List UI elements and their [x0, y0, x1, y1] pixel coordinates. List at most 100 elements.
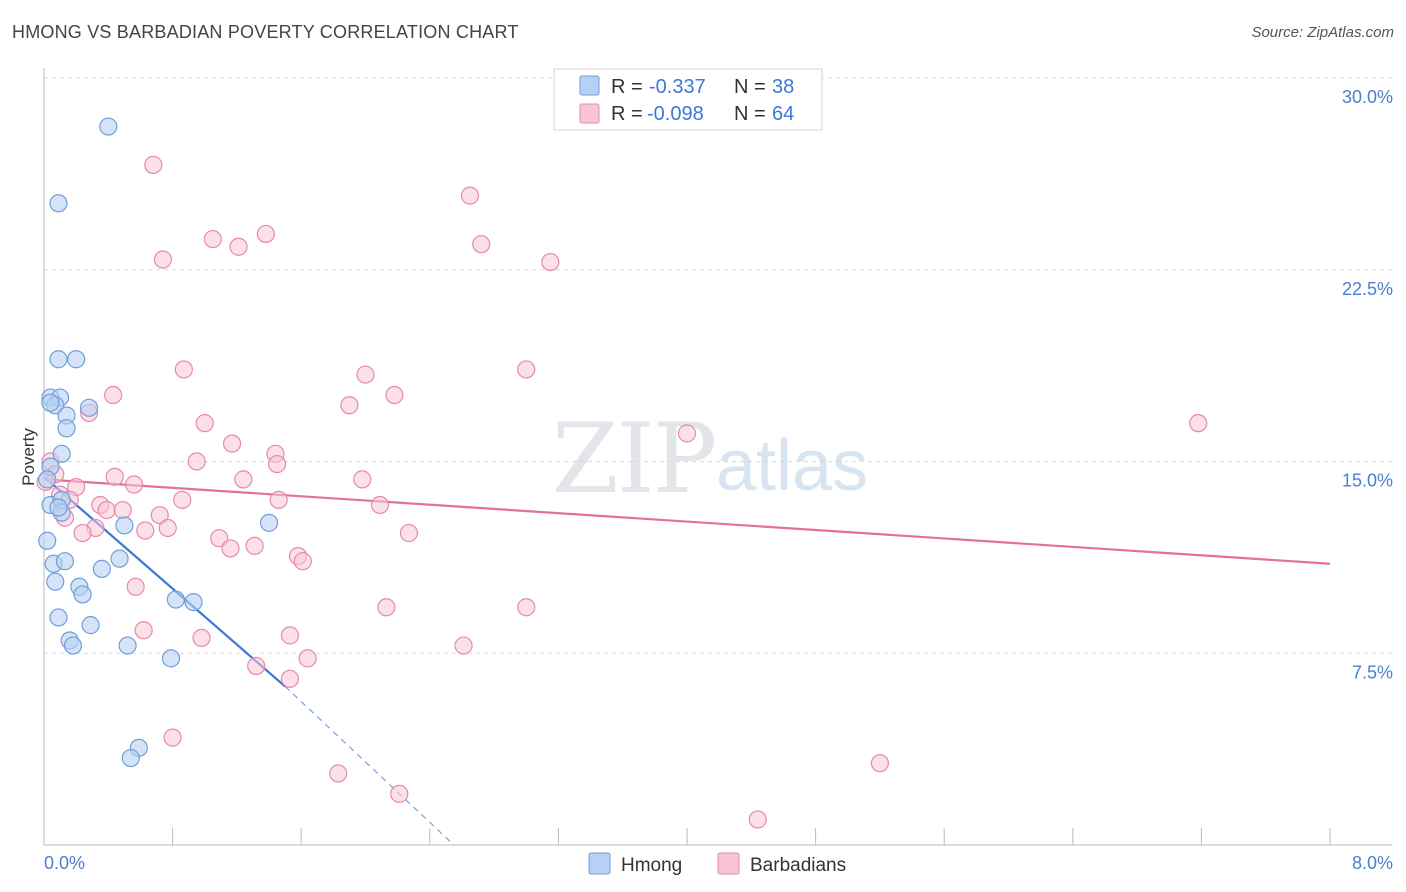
point-barbadians [517, 360, 536, 379]
point-barbadians [256, 224, 275, 244]
y-tick-label: 15.0% [1342, 471, 1393, 491]
point-barbadians [105, 467, 124, 486]
point-barbadians [97, 500, 116, 520]
point-barbadians [136, 521, 155, 540]
legend-n-value-1: 38 [772, 76, 794, 98]
legend-swatch-hmong [579, 75, 600, 96]
point-hmong [118, 636, 137, 655]
point-barbadians [870, 754, 890, 773]
point-barbadians [73, 523, 92, 543]
legend: R = -0.337 N = 38 R = -0.098 N = 64 [553, 68, 823, 131]
point-barbadians [187, 452, 206, 471]
point-barbadians [203, 229, 222, 249]
chart-title: HMONG VS BARBADIAN POVERTY CORRELATION C… [12, 22, 519, 42]
point-hmong [81, 616, 100, 635]
point-barbadians [134, 621, 153, 640]
x-tick-label-min: 0.0% [44, 853, 85, 873]
y-tick-label: 30.0% [1342, 87, 1393, 107]
point-barbadians [173, 490, 192, 509]
point-barbadians [222, 434, 242, 453]
point-barbadians [174, 360, 193, 379]
bottom-legend-swatch-hmong [588, 852, 611, 875]
point-hmong [259, 513, 279, 532]
point-barbadians [353, 470, 372, 489]
y-tick-label: 7.5% [1352, 662, 1393, 682]
bottom-legend-barbadians: Barbadians [750, 855, 846, 876]
point-hmong [49, 498, 68, 517]
point-hmong [63, 636, 83, 655]
legend-r-value-1: -0.337 [649, 76, 706, 98]
point-hmong [161, 649, 181, 668]
point-barbadians [267, 454, 287, 474]
point-hmong [166, 590, 185, 609]
data-points [36, 117, 1208, 829]
point-barbadians [370, 495, 390, 515]
point-hmong [115, 516, 134, 535]
trend-line-hmong [43, 476, 286, 688]
point-hmong [79, 398, 99, 417]
point-barbadians [1189, 414, 1208, 433]
point-barbadians [153, 250, 173, 269]
point-barbadians [541, 252, 560, 272]
point-barbadians [298, 649, 317, 668]
legend-r-label-2: R = [611, 103, 643, 125]
point-barbadians [113, 500, 132, 520]
point-barbadians [517, 598, 536, 617]
legend-r-value-2: -0.098 [647, 103, 704, 125]
point-barbadians [210, 529, 229, 548]
point-barbadians [245, 536, 264, 555]
point-hmong [38, 470, 57, 489]
point-barbadians [144, 155, 163, 175]
point-barbadians [269, 490, 288, 509]
point-hmong [41, 393, 60, 412]
bottom-legend: Hmong Barbadians [588, 852, 846, 876]
point-barbadians [104, 385, 123, 405]
point-hmong [121, 748, 140, 768]
point-barbadians [748, 810, 767, 829]
point-hmong [92, 559, 111, 578]
point-hmong [52, 444, 71, 463]
point-barbadians [454, 636, 473, 655]
point-hmong [55, 552, 74, 571]
point-barbadians [280, 669, 300, 688]
point-barbadians [460, 186, 480, 205]
x-tick-label-max: 8.0% [1352, 853, 1393, 873]
point-hmong [49, 194, 68, 213]
trend-lines [43, 476, 1331, 846]
point-barbadians [356, 365, 375, 384]
point-hmong [73, 585, 92, 604]
source-label: Source: ZipAtlas.com [1251, 24, 1394, 41]
watermark-atlas: atlas [716, 426, 868, 506]
point-barbadians [399, 523, 419, 543]
trend-line-hmong-extension [284, 686, 455, 846]
trend-line-barbadians [43, 478, 1331, 565]
y-tick-labels: 7.5% 15.0% 22.5% 30.0% [1342, 87, 1393, 682]
point-hmong [110, 549, 129, 568]
point-hmong [184, 593, 203, 612]
gridlines [44, 77, 1392, 654]
y-tick-label: 22.5% [1342, 279, 1393, 299]
point-barbadians [195, 414, 214, 433]
point-barbadians [340, 396, 359, 415]
point-barbadians [124, 475, 144, 494]
legend-swatch-barbadians [579, 103, 600, 124]
point-hmong [49, 608, 68, 627]
point-barbadians [126, 577, 145, 596]
bottom-legend-swatch-barbadians [717, 852, 740, 875]
bottom-legend-hmong: Hmong [621, 855, 682, 876]
point-barbadians [390, 784, 409, 803]
point-barbadians [150, 506, 169, 525]
point-barbadians [163, 728, 182, 747]
y-axis-label: Poverty [19, 428, 38, 486]
point-barbadians [385, 385, 404, 405]
point-hmong [99, 117, 118, 136]
watermark-zip: ZIP [552, 403, 715, 515]
point-barbadians [234, 470, 253, 489]
point-barbadians [221, 539, 240, 558]
point-barbadians [472, 235, 491, 254]
legend-n-label-2: N = [734, 103, 766, 125]
point-barbadians [192, 628, 211, 648]
point-barbadians [229, 237, 248, 256]
x-ticks [172, 828, 1331, 845]
